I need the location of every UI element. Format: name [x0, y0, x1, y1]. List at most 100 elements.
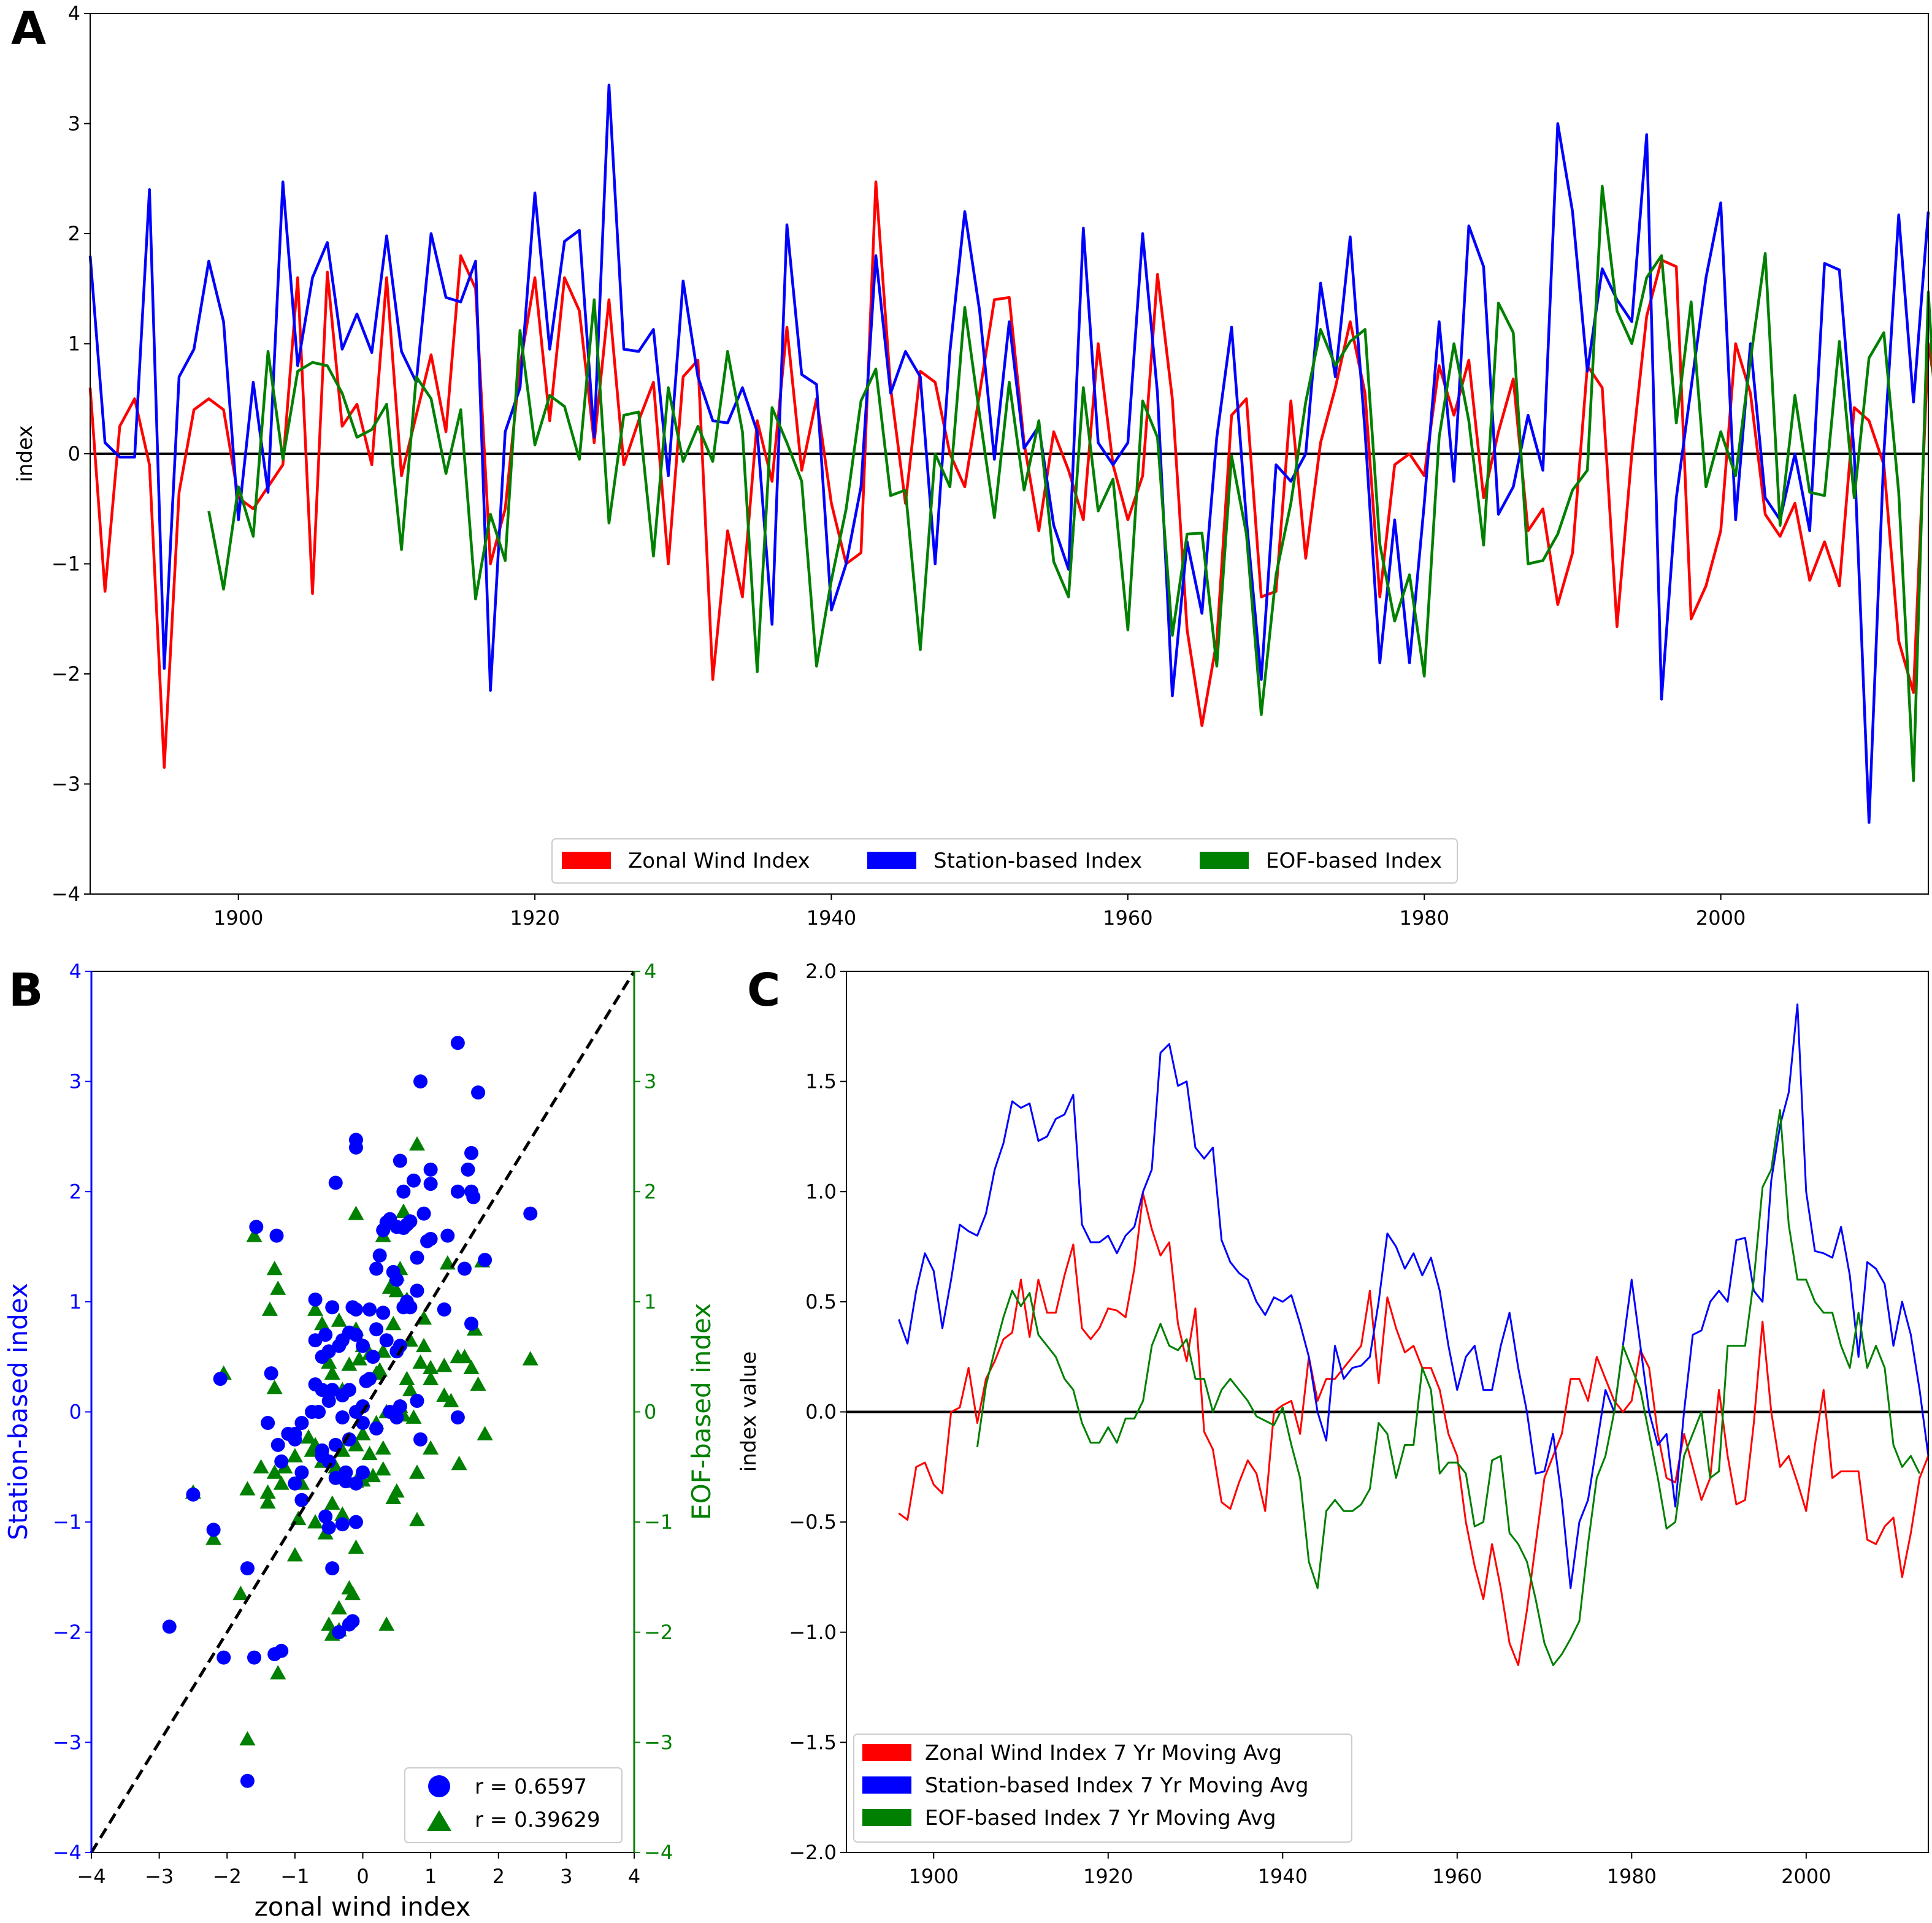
panel-c-legend-swatch-2	[862, 1776, 911, 1794]
panel-a-ytick-label: 1	[68, 332, 80, 356]
station-scatter-point	[342, 1432, 356, 1447]
eof-scatter-point	[205, 1531, 222, 1545]
station-scatter-point	[325, 1300, 340, 1315]
panel-b-ytick-label-right: −1	[644, 1510, 673, 1534]
eof-scatter-point	[477, 1426, 493, 1440]
eof-scatter-point	[270, 1280, 286, 1295]
panel-a-xtick-label: 1960	[1103, 906, 1152, 930]
station-scatter-point	[396, 1184, 411, 1199]
panel-a-legend: Zonal Wind Index Station-based Index EOF-b…	[551, 838, 1458, 884]
station-scatter-point	[471, 1085, 486, 1100]
eof-scatter-point	[451, 1455, 467, 1470]
panel-a-xtick-label: 1980	[1400, 906, 1449, 930]
eof-scatter-point	[307, 1514, 324, 1529]
station-scatter-point	[372, 1248, 387, 1263]
panel-b-ytick-label-right: −2	[644, 1621, 673, 1644]
panel-c-xtick-label: 1900	[909, 1865, 959, 1888]
station-scatter-point	[466, 1190, 481, 1204]
eof-scatter-point	[470, 1376, 486, 1391]
station-scatter-point	[342, 1383, 356, 1397]
panel-b-legend-marker-1	[428, 1775, 450, 1797]
eof-scatter-point	[301, 1429, 316, 1444]
panel-c-legend-label-1: Zonal Wind Index 7 Yr Moving Avg	[925, 1741, 1282, 1765]
station-scatter-point	[345, 1614, 360, 1629]
panel-a-ytick-label: 3	[68, 112, 80, 136]
panel-b-xlabel: zonal wind index	[255, 1892, 471, 1922]
station-scatter-point	[410, 1394, 424, 1409]
station-scatter-point	[315, 1350, 329, 1364]
station-scatter-point	[294, 1465, 309, 1480]
eof-scatter-point	[409, 1136, 425, 1151]
station-scatter-point	[294, 1493, 309, 1507]
panel-b-ylabel-left: Station-based index	[3, 1283, 33, 1540]
station-scatter-point	[247, 1650, 261, 1665]
eof-scatter-point	[321, 1616, 337, 1631]
station-scatter-point	[308, 1377, 323, 1392]
panel-c-ytick-label: 2.0	[805, 960, 837, 983]
panel-b-legend-box	[404, 1767, 623, 1843]
panel-a-ytick-label: −2	[52, 662, 80, 686]
panel-b-xtick-label: −3	[145, 1865, 174, 1888]
eof-scatter-point	[365, 1467, 381, 1483]
panel-b: B −4 −3 −2 −1 0 1 2 3 44 43 32 21 10 0−1 −1−2 −2−3 −3−4−…	[3, 960, 716, 1922]
station-scatter-point	[369, 1261, 384, 1276]
eof-scatter-point	[266, 1260, 283, 1275]
panel-c-legend: Zonal Wind Index 7 Yr Moving Avg Station-…	[853, 1734, 1352, 1843]
station-scatter-point	[318, 1509, 333, 1524]
panel-c-xtick-label: 1960	[1432, 1865, 1482, 1888]
panel-c-legend-swatch-3	[862, 1809, 911, 1826]
panel-c-xtick-label: 2000	[1781, 1865, 1831, 1888]
eof-scatter-point	[321, 1354, 337, 1369]
station-scatter-point	[450, 1036, 465, 1050]
station-scatter-point	[406, 1173, 421, 1188]
panel-b-xtick-label: 1	[424, 1865, 437, 1888]
panel-c-letter: C	[747, 964, 780, 1017]
station-scatter-point	[269, 1228, 284, 1243]
eof-scatter-point	[409, 1464, 425, 1479]
eof-scatter-point	[399, 1371, 415, 1386]
panel-b-ytick-label-left: −3	[53, 1730, 82, 1754]
panel-a-ylabel: index	[13, 425, 37, 482]
panel-a-legend-swatch-3	[1200, 852, 1249, 869]
eof-scatter-point	[450, 1348, 466, 1364]
panel-a: A 1900 1920 1940 1960 1980 200043210−1−2−3−4 …	[11, 2, 1932, 930]
eof-scatter-point	[402, 1382, 418, 1396]
station-scatter-point	[315, 1443, 329, 1458]
eof-scatter-point	[522, 1351, 539, 1366]
panel-a-ytick-label: −3	[52, 773, 80, 796]
station-scatter-point	[413, 1074, 428, 1089]
panel-b-ytick-label-right: 4	[644, 960, 656, 983]
panel-b-ytick-label-left: 3	[69, 1070, 82, 1093]
panel-b-ytick-label-right: 3	[644, 1070, 656, 1093]
station-scatter-point	[308, 1333, 323, 1348]
panel-c-ytick-label: 1.0	[805, 1180, 837, 1203]
station-scatter-point	[359, 1374, 374, 1388]
station-scatter-point	[362, 1302, 377, 1317]
eof-scatter-point	[259, 1484, 276, 1499]
panel-c-xtick-label: 1980	[1607, 1865, 1657, 1888]
station-scatter-point	[440, 1228, 455, 1243]
eof-scatter-point	[436, 1387, 453, 1402]
panel-a-ytick-label: 4	[68, 2, 80, 25]
eof-scatter-point	[348, 1539, 364, 1554]
station-scatter-point	[410, 1283, 424, 1298]
panel-a-series-line-2	[88, 83, 1930, 824]
panel-a-xtick-label: 2000	[1696, 906, 1746, 930]
eof-scatter-point	[375, 1461, 391, 1476]
eof-scatter-point	[324, 1495, 340, 1510]
station-scatter-point	[186, 1487, 201, 1502]
eof-scatter-point	[286, 1448, 303, 1462]
panel-b-ytick-label-left: −4	[53, 1841, 82, 1864]
station-scatter-point	[457, 1261, 472, 1276]
panel-c-xtick-label: 1920	[1083, 1865, 1133, 1888]
panel-c-series-line-1	[898, 1193, 1930, 1667]
station-scatter-point	[321, 1394, 336, 1409]
panel-b-ytick-label-left: −2	[53, 1621, 82, 1644]
panel-c-ytick-label: −1.0	[789, 1621, 837, 1644]
panel-b-ytick-label-right: −4	[644, 1841, 673, 1864]
eof-scatter-point	[314, 1315, 331, 1331]
station-scatter-point	[348, 1405, 363, 1419]
eof-scatter-point	[351, 1351, 367, 1366]
panel-b-ytick-label-right: 2	[644, 1180, 656, 1203]
